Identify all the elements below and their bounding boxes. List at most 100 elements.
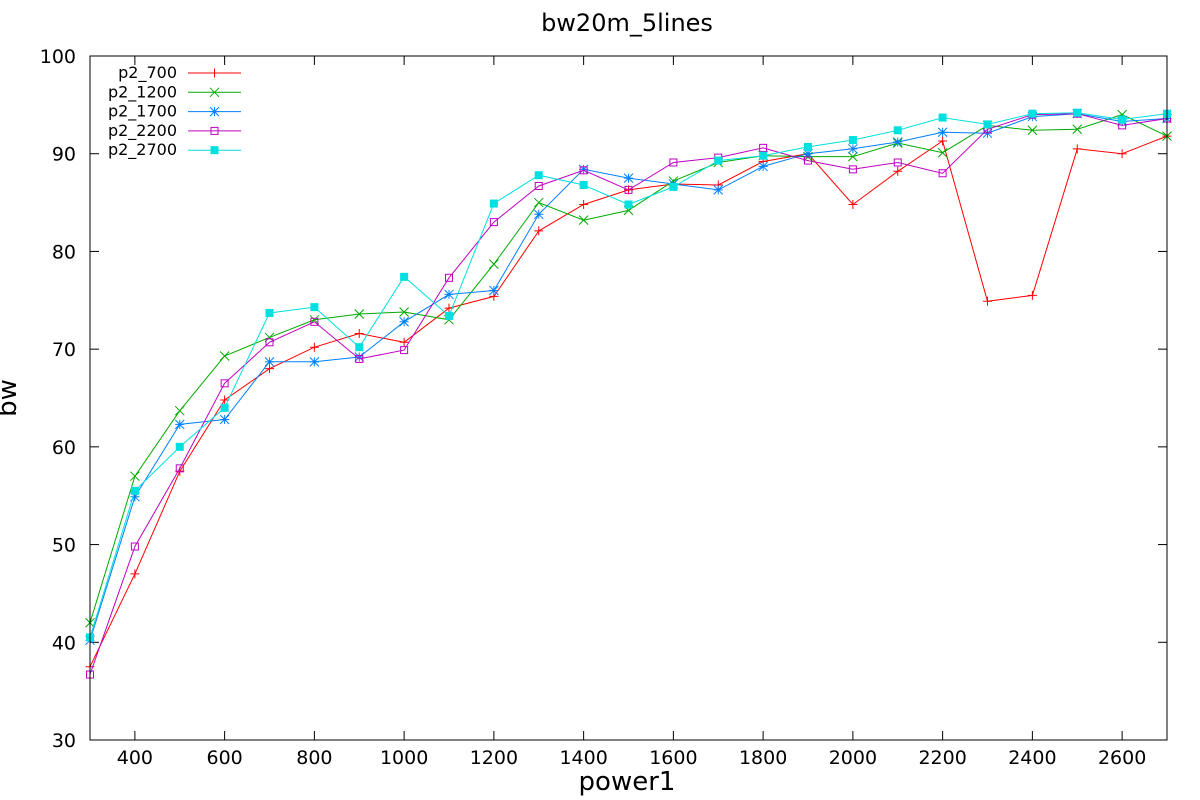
data-point (1028, 109, 1037, 118)
data-point (489, 259, 499, 269)
data-point (804, 142, 812, 151)
data-point (1072, 144, 1082, 154)
legend-marker (210, 146, 219, 155)
data-point (579, 166, 588, 175)
data-point (445, 311, 453, 320)
x-tick-label: 2400 (1008, 747, 1056, 769)
data-point (578, 215, 589, 226)
data-point (175, 442, 184, 451)
data-point (399, 316, 409, 327)
data-point (938, 136, 948, 146)
data-point (938, 169, 947, 178)
y-tick-label: 80 (52, 241, 76, 263)
data-point (713, 185, 724, 195)
data-point (355, 354, 364, 363)
data-point (804, 156, 812, 165)
series-p2_2200 (86, 109, 1171, 679)
data-point (579, 200, 589, 210)
data-point (399, 337, 409, 347)
data-point (579, 180, 588, 189)
data-point (938, 113, 947, 122)
data-point (848, 151, 858, 162)
x-tick-label: 2200 (918, 747, 966, 769)
data-point (803, 148, 813, 159)
data-point (1072, 124, 1083, 135)
axis-ticks: 400 600 800 1000 1200 1400 1600 1800 2000 2200 240… (40, 46, 1167, 769)
y-tick-label: 100 (40, 46, 76, 68)
data-point (489, 218, 498, 227)
legend-marker (209, 106, 220, 117)
data-point (265, 308, 274, 317)
data-point (130, 542, 139, 551)
x-tick-label: 1000 (380, 747, 428, 769)
legend-label: p2_2200 (108, 121, 177, 141)
data-point (220, 379, 229, 388)
x-tick-label: 1800 (739, 747, 787, 769)
data-point (893, 166, 903, 176)
data-point (624, 200, 633, 209)
y-axis-label: bw (0, 379, 23, 417)
series-line-p2_2200 (89, 113, 1168, 675)
data-point (848, 136, 857, 145)
legend-marker (209, 87, 220, 98)
data-point (669, 158, 678, 167)
legend-label: p2_2700 (108, 140, 177, 160)
legend-label: p2_1200 (108, 82, 177, 102)
data-point (174, 419, 185, 430)
data-point (937, 127, 948, 138)
data-point (264, 356, 275, 367)
chart-title: bw20m_5lines (541, 9, 713, 37)
data-point (354, 329, 364, 339)
data-point (578, 164, 589, 175)
data-point (983, 296, 992, 306)
data-point (534, 226, 544, 236)
y-tick-label: 40 (52, 632, 76, 654)
data-point (130, 471, 140, 482)
legend-marker (210, 126, 219, 135)
x-tick-label: 2000 (829, 747, 877, 769)
data-point (399, 307, 409, 317)
x-tick-label: 2600 (1098, 747, 1146, 769)
data-point (848, 165, 857, 174)
data-point (400, 346, 409, 355)
data-point (220, 395, 230, 405)
data-point (624, 185, 633, 194)
data-point (489, 285, 499, 296)
data-point (892, 137, 903, 147)
data-point (130, 569, 140, 579)
x-tick-label: 1400 (559, 747, 607, 769)
data-point (219, 414, 230, 425)
y-tick-label: 70 (52, 339, 76, 361)
y-tick-label: 60 (52, 437, 76, 459)
data-point (533, 209, 544, 220)
data-point (1117, 149, 1127, 159)
data-point (893, 126, 902, 135)
data-point (130, 491, 140, 502)
data-point (623, 173, 634, 183)
data-point (175, 464, 184, 473)
data-point (265, 338, 274, 347)
data-point (669, 182, 678, 191)
x-tick-label: 1600 (649, 747, 697, 769)
data-point (489, 199, 498, 208)
data-point (1027, 125, 1038, 136)
data-point (354, 309, 365, 319)
data-point (130, 486, 139, 495)
data-point (893, 158, 902, 167)
data-point (534, 181, 543, 190)
data-point (759, 151, 768, 160)
x-tick-label: 1200 (470, 747, 518, 769)
legend-marker (210, 68, 219, 78)
data-point (1118, 115, 1127, 124)
data-point (310, 317, 319, 326)
data-point (758, 161, 768, 172)
data-point (309, 356, 320, 367)
x-tick-label: 800 (296, 747, 332, 769)
legend-label: p2_700 (118, 63, 177, 83)
data-point (310, 303, 319, 312)
x-tick-label: 400 (117, 747, 153, 769)
data-point (848, 200, 858, 210)
data-point (354, 352, 365, 362)
